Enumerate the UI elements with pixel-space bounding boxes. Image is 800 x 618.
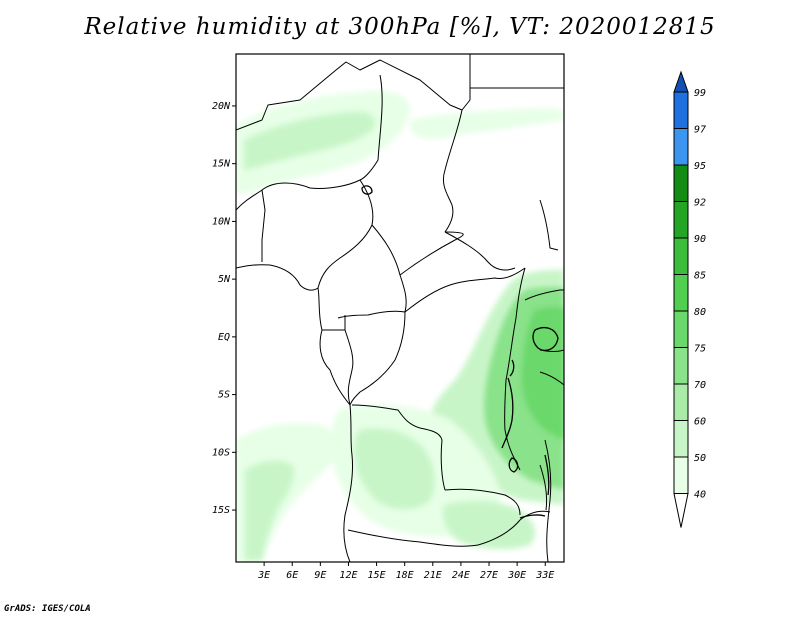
lon-label: 30E xyxy=(507,570,526,581)
humid-region-atlantic-sw-core xyxy=(245,460,295,560)
border-drc-angola xyxy=(351,404,446,491)
border-benin-togo xyxy=(261,189,266,262)
colorbar-label: 97 xyxy=(694,125,706,136)
border-cameroon xyxy=(337,224,407,319)
colorbar-bin xyxy=(673,420,689,458)
lat-label: 5S xyxy=(218,390,230,401)
lat-label: 10S xyxy=(212,447,230,458)
humid-region-sahel-east xyxy=(409,108,564,139)
colorbar-bin xyxy=(673,201,689,239)
humid-region-zambia xyxy=(443,500,536,550)
lon-label: 9E xyxy=(314,570,326,581)
colorbar-label: 90 xyxy=(694,234,706,245)
border-uganda-kenya xyxy=(524,289,564,301)
lat-label: 15S xyxy=(212,505,230,516)
border-niger-chad xyxy=(359,74,383,181)
border-car xyxy=(404,267,526,313)
credit-text: GrADS: IGES/COLA xyxy=(4,604,91,614)
border-mozambique xyxy=(544,439,552,562)
colorbar-extend-top xyxy=(673,70,689,93)
lon-label: 15E xyxy=(368,570,386,581)
lake-chad xyxy=(361,185,373,195)
lon-axis: 3E 6E 9E 12E 15E 18E 21E 24E 27E 30E 33E xyxy=(257,562,554,581)
colorbar-label: 40 xyxy=(694,490,706,501)
colorbar-label: 85 xyxy=(694,271,706,282)
colorbar-label: 70 xyxy=(694,380,706,391)
lake-tanganyika xyxy=(501,377,514,449)
lon-label: 21E xyxy=(424,570,442,581)
border-sudan-east xyxy=(539,199,559,251)
lake-malawi xyxy=(544,454,550,496)
humidity-shading xyxy=(236,90,564,562)
border-burkina xyxy=(236,189,263,211)
humid-region-congo-east-core xyxy=(521,307,564,440)
lake-kivu xyxy=(509,359,515,377)
map-frame xyxy=(235,53,565,563)
lat-label: 5N xyxy=(218,274,231,285)
lat-label: EQ xyxy=(218,332,230,343)
lat-label: 20N xyxy=(212,101,231,112)
border-nigeria xyxy=(261,179,374,289)
border-mali-north xyxy=(236,59,381,131)
border-drc-east xyxy=(504,267,526,471)
colorbar-bin xyxy=(673,456,689,494)
colorbar-bin xyxy=(673,164,689,202)
lon-label: 12E xyxy=(339,570,357,581)
lon-label: 3E xyxy=(257,570,270,581)
lon-label: 24E xyxy=(452,570,470,581)
border-algeria-niger xyxy=(379,54,471,111)
lakes xyxy=(361,185,559,519)
border-angola-namibia xyxy=(347,529,479,547)
border-congo-drc xyxy=(349,311,406,406)
colorbar-label: 95 xyxy=(694,161,706,172)
border-sudan-south xyxy=(444,231,516,271)
lon-label: 27E xyxy=(480,570,498,581)
border-chad-east xyxy=(442,109,463,233)
colorbar-bin xyxy=(673,383,689,421)
colorbar-bin xyxy=(673,128,689,166)
lat-label: 10N xyxy=(212,216,231,227)
colorbar-extend-bottom xyxy=(673,493,689,528)
border-car-north xyxy=(399,231,464,276)
colorbar-label: 60 xyxy=(694,417,706,428)
lon-label: 6E xyxy=(286,570,298,581)
map-title: Relative humidity at 300hPa [%], VT: 202… xyxy=(84,14,716,40)
colorbar-label: 75 xyxy=(694,344,706,355)
lon-label: 18E xyxy=(396,570,414,581)
colorbar-bin xyxy=(673,347,689,385)
lake-victoria xyxy=(532,327,559,351)
colorbar-bin xyxy=(673,274,689,312)
coastline-west-africa xyxy=(236,264,353,562)
lat-label: 15N xyxy=(212,159,231,170)
lake-kariba xyxy=(519,514,546,519)
country-borders xyxy=(236,54,564,562)
border-zambia-zimbabwe xyxy=(477,510,551,546)
colorbar-label: 80 xyxy=(694,307,706,318)
colorbar-label: 99 xyxy=(694,88,706,99)
lon-label: 33E xyxy=(535,570,554,581)
colorbar-bin xyxy=(673,310,689,348)
colorbar-bin xyxy=(673,91,689,129)
humid-region-sahel-core xyxy=(244,111,376,170)
border-gabon-congo xyxy=(322,315,354,406)
lake-mweru xyxy=(508,457,519,473)
humid-region-angola-core xyxy=(354,428,435,510)
lat-axis: 20N 15N 10N 5N EQ 5S 10S 15S xyxy=(212,101,236,516)
colorbar-label: 50 xyxy=(694,453,706,464)
colorbar: 40 50 60 70 75 80 85 90 92 95 97 99 xyxy=(673,70,706,528)
border-angola-zambia xyxy=(444,488,521,516)
colorbar-label: 92 xyxy=(694,198,706,209)
colorbar-bin xyxy=(673,237,689,275)
border-malawi xyxy=(539,464,548,511)
